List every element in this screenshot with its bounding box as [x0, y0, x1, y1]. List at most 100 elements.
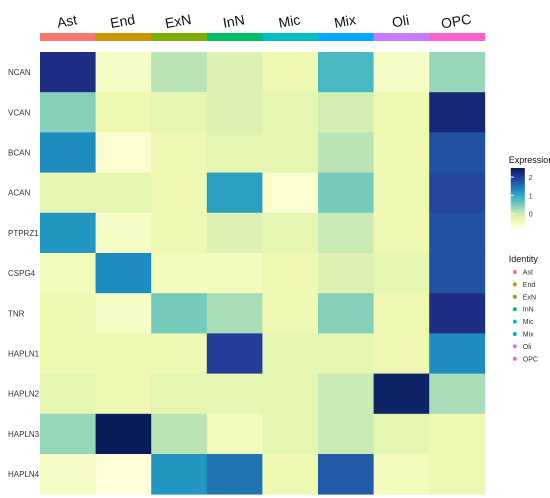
identity-legend-label: OPC [523, 356, 538, 363]
row-label: ACAN [8, 189, 30, 198]
heatmap-cell [318, 212, 374, 254]
heatmap-cell [318, 92, 374, 133]
colorbar-segment [510, 193, 525, 196]
heatmap-cell [95, 92, 152, 133]
colorbar-segment [510, 205, 525, 208]
heatmap-cell [373, 172, 430, 214]
colorbar-segment [510, 210, 525, 212]
colorbar-segment [510, 196, 525, 199]
heatmap-cell [318, 333, 374, 374]
heatmap-cell [318, 172, 374, 214]
identity-legend-dot [512, 294, 517, 299]
colorbar-segment [510, 202, 525, 205]
colorbar-segment [510, 168, 525, 170]
identity-strip-segment [429, 33, 486, 41]
heatmap-cell [151, 373, 208, 415]
column-label: End [109, 11, 136, 31]
identity-legend-label: Mic [523, 319, 534, 326]
colorbar-segment [510, 211, 525, 214]
heatmap-cell [151, 172, 208, 214]
colorbar-segment [510, 172, 525, 175]
identity-strip-segment [40, 33, 96, 41]
identity-legend-dot [512, 307, 517, 312]
row-label: HAPLN1 [8, 350, 40, 359]
heatmap-cell [151, 132, 208, 173]
column-label: Mic [277, 11, 301, 31]
heatmap-cell [40, 413, 96, 455]
heatmap-cell [262, 373, 319, 415]
heatmap-cell [318, 413, 374, 455]
heatmap-cell [262, 253, 319, 294]
row-label: NCAN [8, 68, 31, 77]
row-label: HAPLN4 [8, 470, 40, 479]
colorbar-segment [510, 174, 525, 176]
heatmap-cell [151, 454, 208, 495]
heatmap-cell [373, 333, 430, 374]
colorbar-segment [510, 226, 525, 229]
heatmap-cell [373, 212, 430, 254]
identity-strip-segment [318, 33, 374, 41]
heatmap-cell [373, 132, 430, 173]
heatmap-cell [373, 293, 430, 334]
row-label: TNR [8, 309, 25, 318]
identity-strip-segment [95, 33, 152, 41]
heatmap-cell [206, 52, 263, 93]
row-label: VCAN [8, 108, 30, 117]
heatmap-cell [429, 333, 486, 374]
identity-legend-dot [512, 332, 517, 336]
heatmap-cell [40, 293, 96, 334]
colorbar-segment [510, 186, 525, 188]
identity-legend-label: End [523, 282, 536, 289]
column-label: OPC [440, 11, 473, 32]
colorbar-segment [510, 217, 525, 220]
colorbar-segment [510, 192, 525, 194]
heatmap-cell [206, 454, 263, 495]
colorbar-segment [510, 214, 525, 217]
heatmap-cell [429, 52, 486, 93]
identity-legend-dot [512, 356, 517, 361]
heatmap-cell [151, 92, 208, 133]
heatmap-cell [429, 454, 486, 495]
heatmap-cell [95, 52, 152, 93]
heatmap-cell [40, 253, 96, 294]
heatmap-cell [95, 212, 152, 254]
heatmap-cell [40, 92, 96, 133]
column-label: InN [222, 11, 246, 31]
colorbar-segment [510, 175, 525, 178]
heatmap-cell [151, 413, 208, 455]
heatmap-cell [262, 413, 319, 455]
heatmap-cell [262, 172, 319, 214]
identity-legend-dot [512, 319, 517, 324]
identity-legend-dot [512, 282, 517, 287]
heatmap-cell [95, 333, 152, 374]
column-label: ExN [164, 11, 193, 31]
colorbar-segment [510, 204, 525, 206]
identity-strip-segment [373, 33, 430, 41]
heatmap-cell [373, 413, 430, 455]
heatmap-cell [206, 172, 263, 214]
identity-legend-title: Identity [509, 254, 539, 264]
heatmap-cell [40, 454, 96, 495]
heatmap-cell [318, 132, 374, 173]
colorbar-segment [510, 184, 525, 187]
colorbar-tick-label: 0 [529, 211, 533, 218]
colorbar-segment [510, 190, 525, 193]
column-label: Mix [333, 11, 357, 31]
row-label: CSPG4 [8, 269, 36, 278]
colorbar-segment [510, 222, 525, 224]
heatmap-cell [40, 172, 96, 214]
colorbar-segment [510, 198, 525, 200]
colorbar-tick-label: 1 [529, 193, 533, 200]
heatmap-cell [429, 172, 486, 214]
heatmap-cell [262, 212, 319, 254]
colorbar-segment [510, 169, 525, 172]
heatmap-cell [318, 454, 374, 495]
heatmap-cell [95, 253, 152, 294]
heatmap-cell [429, 92, 486, 133]
row-label: HAPLN2 [8, 390, 40, 399]
colorbar-segment [510, 177, 525, 179]
colorbar-segment [510, 199, 525, 202]
heatmap-cell [151, 293, 208, 334]
